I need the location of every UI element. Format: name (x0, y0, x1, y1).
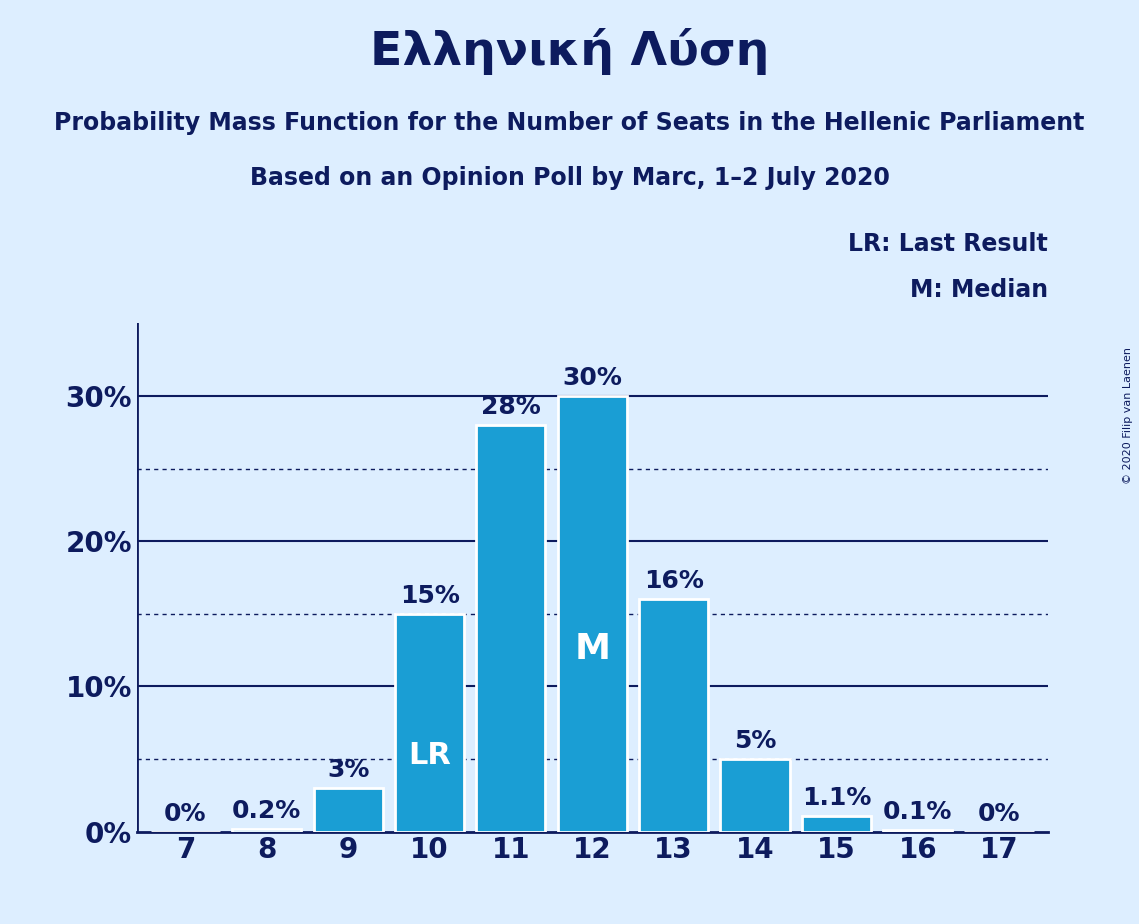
Text: 16%: 16% (644, 569, 704, 593)
Bar (232, 829, 302, 832)
Text: 0%: 0% (164, 802, 207, 826)
Text: 30%: 30% (563, 366, 622, 390)
Text: M: M (574, 632, 611, 665)
Bar (721, 759, 789, 832)
Text: 3%: 3% (327, 759, 369, 783)
Text: © 2020 Filip van Laenen: © 2020 Filip van Laenen (1123, 347, 1133, 484)
Bar (802, 816, 871, 832)
Text: M: Median: M: Median (910, 277, 1048, 301)
Text: 0%: 0% (977, 802, 1021, 826)
Text: 0.1%: 0.1% (883, 800, 952, 824)
Bar (395, 614, 465, 832)
Bar (558, 396, 626, 832)
Bar (639, 600, 708, 832)
Text: 1.1%: 1.1% (802, 785, 871, 809)
Text: Based on an Opinion Poll by Marc, 1–2 July 2020: Based on an Opinion Poll by Marc, 1–2 Ju… (249, 166, 890, 190)
Bar (883, 830, 952, 832)
Text: 15%: 15% (400, 584, 459, 608)
Text: 28%: 28% (481, 395, 541, 419)
Text: Probability Mass Function for the Number of Seats in the Hellenic Parliament: Probability Mass Function for the Number… (55, 111, 1084, 135)
Text: 5%: 5% (734, 729, 776, 753)
Text: LR: LR (408, 741, 451, 770)
Bar (476, 425, 546, 832)
Bar (313, 788, 383, 832)
Text: LR: Last Result: LR: Last Result (849, 232, 1048, 256)
Text: Ελληνική Λύση: Ελληνική Λύση (370, 28, 769, 75)
Text: 0.2%: 0.2% (232, 799, 302, 823)
